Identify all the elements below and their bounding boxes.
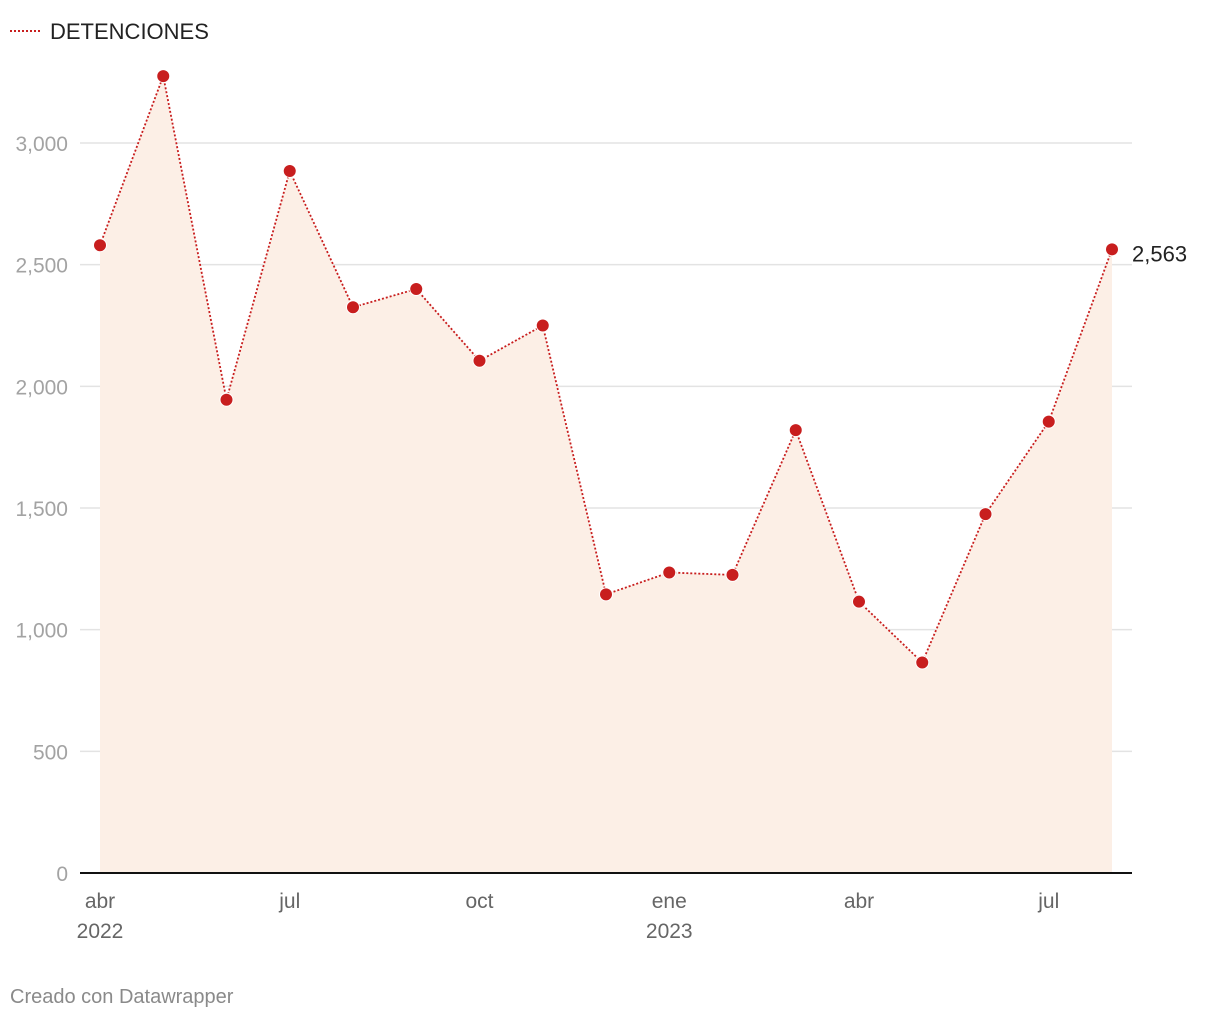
data-point [1105, 242, 1119, 257]
end-value-label: 2,563 [1132, 241, 1187, 266]
data-point [409, 282, 424, 296]
x-tick-label: jul [278, 890, 300, 913]
data-point [219, 392, 234, 407]
y-tick-label: 500 [33, 741, 68, 764]
data-point [472, 353, 487, 368]
data-point [156, 69, 171, 84]
x-tick-label: oct [465, 890, 493, 913]
y-tick-label: 2,500 [15, 255, 68, 278]
x-axis: abr 2022 jul oct ene 2023 abr jul [77, 872, 1132, 943]
y-tick-label: 1,500 [15, 498, 68, 521]
credit-text: Creado con Datawrapper [10, 986, 234, 1008]
x-tick-label: jul [1037, 890, 1059, 913]
x-tick-label: abr [85, 890, 115, 913]
data-point [535, 318, 550, 333]
data-point [788, 423, 803, 438]
data-point [599, 587, 613, 602]
x-tick-year-label: 2023 [646, 920, 693, 943]
x-tick-label: abr [844, 890, 874, 913]
labels: 2,563 [1132, 241, 1187, 266]
y-tick-label: 2,000 [15, 376, 68, 399]
data-point [662, 565, 677, 580]
data-point [93, 238, 107, 253]
y-tick-label: 0 [56, 863, 68, 886]
y-tick-label: 1,000 [15, 620, 68, 643]
y-tick-label: 3,000 [15, 133, 68, 156]
legend: DETENCIONES [10, 19, 209, 44]
x-tick-year-label: 2022 [77, 920, 124, 943]
data-point [725, 567, 740, 582]
data-point [852, 594, 866, 609]
data-points [93, 69, 1119, 670]
x-tick-label: ene [652, 890, 687, 913]
data-point [978, 507, 993, 522]
data-point [1041, 414, 1056, 429]
area-fill [100, 76, 1112, 874]
data-point [282, 163, 297, 178]
data-point [915, 655, 930, 670]
area-path [100, 76, 1112, 874]
data-point [346, 300, 360, 315]
legend-label: DETENCIONES [50, 19, 209, 44]
